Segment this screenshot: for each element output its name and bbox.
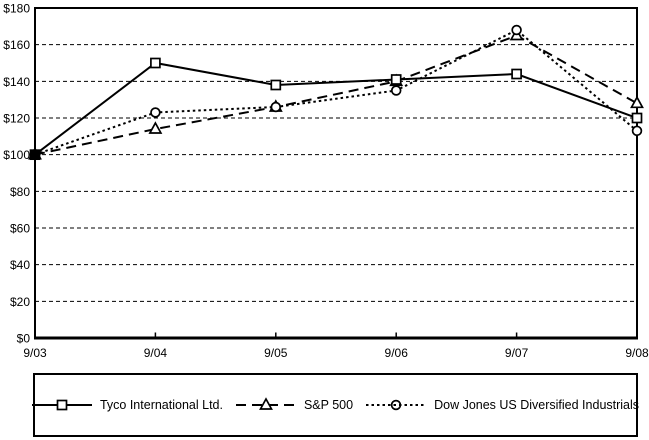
x-tick-label: 9/07 [505,346,529,360]
marker-square [631,112,643,124]
y-tick-label: $100 [3,148,30,162]
chart-legend: Tyco International Ltd. S&P 500 Dow Jones … [31,373,639,437]
series-line-square [34,61,638,156]
legend-solid-line-sample [31,399,92,411]
marker-square [511,68,522,80]
marker-triangle [148,121,163,134]
x-tick-label: 9/04 [144,346,168,360]
legend-item-square: Tyco International Ltd. [31,397,223,413]
legend-item-triangle: S&P 500 [235,397,354,413]
y-tick-label: $60 [10,222,30,236]
legend-label: S&P 500 [303,398,354,412]
overlapping-origin-markers [30,150,40,160]
y-tick-label: $140 [3,75,30,89]
marker-square [270,79,282,91]
marker-circle [631,125,643,137]
series-line-triangle [34,34,638,156]
x-tick-label: 9/05 [264,346,288,360]
x-tick-label: 9/08 [625,346,649,360]
marker-circle [390,85,402,96]
plot-svg: 9/03 9/04 9/05 9/06 9/07 9/08 $0 $20 $40 $60 $80 $1… [3,2,649,361]
legend-item-circle: Dow Jones US Diversified Industrials [366,397,639,413]
legend-dashed-line-sample [235,397,296,410]
legend-marker-triangle [259,397,273,410]
marker-circle [270,101,282,113]
marker-triangle [630,95,644,109]
marker-circle [150,107,161,118]
x-tick-label: 9/06 [385,346,409,360]
plot-frame [34,7,638,339]
y-tick-label: $40 [10,258,30,272]
legend-dotted-line-sample [366,399,427,411]
series-line-circle [34,28,638,156]
y-tick-label: $80 [10,185,30,199]
y-tick-label: $160 [3,38,30,52]
y-tick-label: $20 [10,295,30,309]
legend-label: Dow Jones US Diversified Industrials [434,398,640,412]
legend-label: Tyco International Ltd. [99,398,223,412]
y-tick-label: $120 [3,112,30,126]
marker-square [150,57,161,69]
legend-marker-circle [390,399,402,411]
x-tick-label: 9/03 [23,346,47,360]
y-tick-label: $180 [3,2,30,16]
y-tick-label: $0 [17,332,31,346]
marker-circle [511,24,522,36]
marker-square [390,74,402,85]
legend-marker-square [56,399,68,411]
